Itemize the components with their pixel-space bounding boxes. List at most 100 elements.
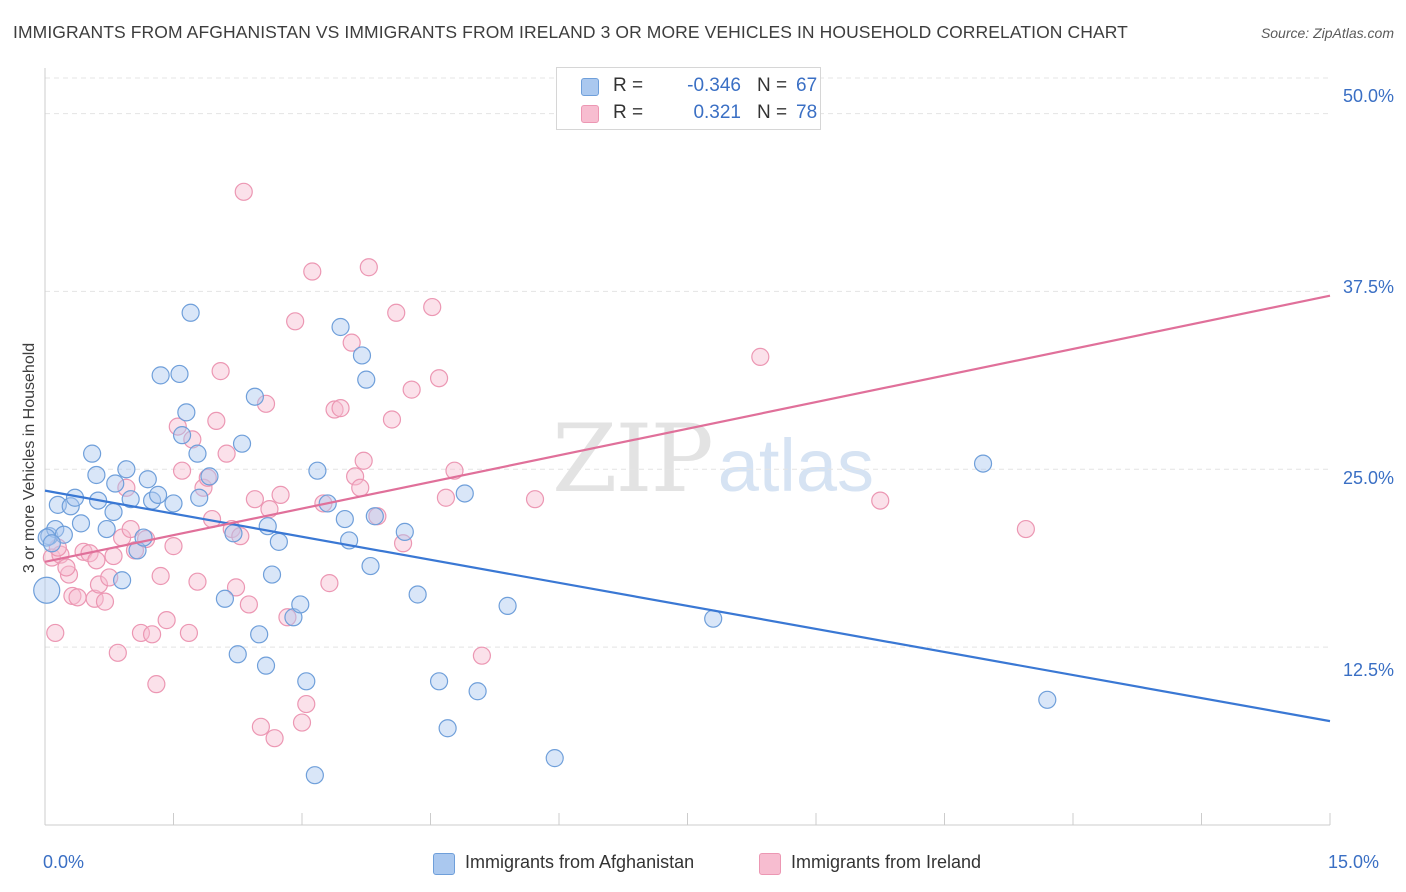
afghanistan-point-29 [190,488,209,507]
ireland-point-67 [429,369,449,388]
afghanistan-point-45 [308,461,327,480]
afghanistan-point-26 [177,403,196,422]
ireland-trend-line [44,294,1331,563]
n-value: 67 [796,75,818,96]
afghanistan-trend-line [44,489,1331,723]
afghanistan-point-57 [438,719,457,738]
ireland-point-53 [320,574,339,593]
ireland-point-74 [1016,519,1035,539]
ireland-point-64 [393,534,413,553]
afghanistan-point-21 [148,485,168,504]
afghanistan-point-60 [498,596,517,615]
ireland-point-3 [59,565,79,584]
ireland-point-48 [286,312,305,331]
y-axis-label: 3 or more Vehicles in Household [21,342,38,574]
afghanistan-point-39 [262,565,282,584]
ireland-point-57 [346,467,365,486]
ireland-point-43 [256,394,276,413]
afghanistan-point-42 [291,595,310,614]
ireland-point-66 [423,297,442,317]
ireland-point-55 [331,399,350,418]
afghanistan-point-63 [973,454,993,473]
ireland-point-60 [359,258,378,277]
afghanistan-point-32 [224,524,243,543]
afghanistan-point-12 [104,502,123,522]
afghanistan-point-61 [545,749,564,768]
afghanistan-point-56 [429,672,449,691]
ireland-point-24 [164,537,183,556]
r-value: -0.346 [687,75,741,96]
ireland-point-35 [217,444,236,463]
afghanistan-point-43 [297,672,316,691]
ireland-point-5 [68,588,87,607]
ireland-point-8 [85,589,104,608]
y-tick-25: 25.0% [1342,468,1394,488]
afghanistan-point-14 [112,571,132,590]
r-label: R = [613,75,644,96]
afghanistan-point-47 [331,317,350,337]
ireland-point-56 [342,333,361,352]
r-value: 0.321 [693,102,741,123]
ireland-point-12 [104,546,123,566]
ireland-point-30 [194,478,213,497]
ireland-point-15 [117,478,136,497]
ireland-point-20 [142,625,162,644]
ireland-point-22 [151,566,170,586]
ireland-point-29 [188,572,207,591]
afghanistan-point-48 [335,509,354,529]
afghanistan-point-5 [61,497,80,516]
ireland-point-41 [245,490,264,509]
afghanistan-point-37 [256,656,276,675]
ireland-point-51 [303,262,322,281]
ireland-legend-label: Immigrants from Ireland [791,852,982,872]
ireland-point-9 [89,575,109,594]
ireland-point-62 [382,410,402,429]
afghanistan-legend-swatch [433,853,455,875]
ireland-swatch [581,105,599,123]
afghanistan-point-51 [357,370,376,389]
ireland-point-16 [121,519,140,539]
afghanistan-point-27 [181,303,200,322]
ireland-point-49 [292,713,312,732]
ireland-point-58 [351,478,370,497]
ireland-point-10 [95,592,115,611]
afghanistan-point-55 [408,585,427,604]
afghanistan-legend-label: Immigrants from Afghanistan [465,852,695,872]
afghanistan-point-53 [365,507,384,526]
r-label: R = [613,102,644,123]
afghanistan-point-16 [121,490,140,509]
ireland-point-37 [226,578,246,597]
ireland-point-63 [387,303,406,322]
ireland-point-73 [871,491,890,510]
afghanistan-point-62 [704,609,723,628]
ireland-point-34 [211,362,230,381]
ireland-point-25 [168,417,187,436]
ireland-point-26 [172,461,192,480]
ireland-points [42,182,1035,748]
afghanistan-point-11 [97,519,116,539]
afghanistan-point-31 [215,589,234,608]
chart-title: IMMIGRANTS FROM AFGHANISTAN VS IMMIGRANT… [13,22,1128,42]
afghanistan-point-59 [468,682,487,701]
correlation-legend: R = -0.346 N = 67 R = 0.321 N = 78 [556,67,821,130]
afghanistan-swatch [581,78,599,96]
ireland-point-28 [183,430,202,449]
y-tick-50: 50.0% [1342,86,1394,106]
afghanistan-point-15 [117,460,136,479]
ireland-legend-swatch [759,853,781,875]
afghanistan-point-13 [106,474,125,493]
ireland-point-39 [234,182,253,201]
ireland-point-40 [239,595,258,614]
x-tick-0: 0.0% [43,852,85,872]
ireland-point-23 [157,611,176,630]
n-label: N = [757,75,788,96]
trend-lines [44,294,1331,723]
ireland-point-45 [265,729,284,748]
afghanistan-point-7 [71,514,91,533]
watermark-zip: ZIP [552,405,714,514]
afghanistan-point-9 [87,465,106,485]
afghanistan-point-24 [170,364,189,384]
source-credit: Source: ZipAtlas.com [1260,25,1394,41]
ireland-point-70 [472,646,491,665]
afghanistan-point-30 [200,467,219,486]
